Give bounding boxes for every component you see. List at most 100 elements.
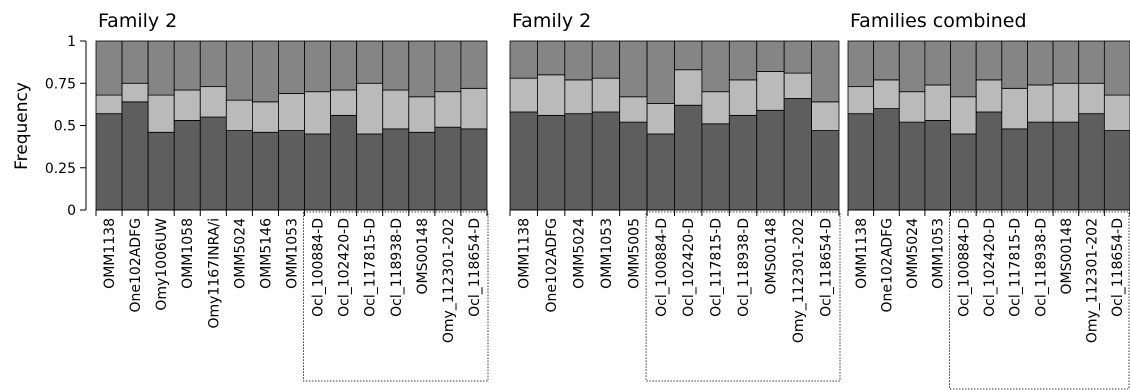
bar-segment-bottom — [783, 98, 812, 211]
bar-segment-middle — [898, 91, 926, 123]
bar-segment-middle — [1027, 84, 1054, 123]
category-label: Omy_112301-202 — [1085, 218, 1101, 343]
bar-segment-bottom — [173, 120, 201, 211]
category-label: Ocl_117815-D — [363, 218, 379, 317]
panel-3: Families combined OMM1138 One102ADFG OMM502… — [847, 10, 1130, 343]
category-label: OMM1138 — [854, 218, 870, 289]
bar-segment-middle — [95, 94, 123, 115]
bar-segment-middle — [811, 101, 840, 131]
bar-segment-bottom — [304, 133, 331, 211]
bar-segment-middle — [304, 91, 331, 135]
bar-segment-middle — [251, 101, 279, 133]
category-label: One102ADFG — [544, 218, 560, 313]
bar-segment-top — [356, 40, 384, 84]
bar-segment-bottom — [382, 128, 410, 211]
bar-segment-bottom — [1001, 128, 1028, 211]
bar-segment-bottom — [619, 121, 648, 211]
bar-segment-bottom — [728, 114, 758, 211]
category-label: OMM5146 — [258, 218, 274, 289]
category-label: Omy_112301-202 — [441, 218, 457, 343]
bar-segment-top — [701, 40, 730, 93]
bar-segment-top — [251, 40, 279, 103]
panel-1: Family 2 OMM1138 One102ADFG Omy1006UW OMM105… — [95, 10, 488, 343]
bar-segment-bottom — [121, 101, 149, 211]
bar-segment-bottom — [1027, 121, 1054, 211]
chart-panels: Family 2 OMM1138 One102ADFG Omy1006UW OMM105… — [95, 10, 1130, 343]
bar-segment-bottom — [701, 123, 730, 211]
bar-segment-middle — [975, 79, 1003, 113]
bar-segment-middle — [924, 84, 951, 121]
bar-segment-top — [460, 40, 488, 89]
highlight-box — [645, 211, 841, 382]
bar-segment-middle — [460, 87, 488, 130]
y-tick-label: 0.75 — [45, 76, 76, 92]
category-label: OMM1053 — [285, 218, 301, 289]
bar-segment-middle — [225, 99, 253, 131]
category-label: OMM1138 — [102, 218, 118, 289]
bar-segment-middle — [619, 96, 648, 123]
bar-segment-top — [811, 40, 840, 103]
bar-segment-bottom — [847, 113, 875, 211]
category-label: OMM5024 — [905, 218, 921, 289]
category-label: OMS00148 — [763, 218, 779, 295]
y-tick-label: 1 — [67, 34, 76, 50]
category-label: Ocl_102420-D — [681, 218, 697, 317]
bar-segment-top — [591, 40, 621, 79]
bar-segment-middle — [173, 89, 201, 121]
category-label: Ocl_117815-D — [1008, 218, 1024, 317]
bar-segment-middle — [950, 96, 977, 135]
y-tick-label: 0 — [67, 203, 76, 219]
y-tick-label: 0.25 — [45, 161, 76, 177]
bar-segment-middle — [278, 92, 305, 131]
panel-title: Families combined — [850, 10, 1027, 32]
bar-segment-bottom — [147, 131, 175, 211]
bar-segment-top — [1052, 40, 1080, 84]
bar-segment-top — [728, 40, 758, 81]
bar-segment-bottom — [756, 109, 785, 211]
bar-segment-middle — [564, 79, 593, 115]
bar-segment-middle — [356, 82, 384, 135]
bar-segment-top — [173, 40, 201, 91]
category-label: OMM1058 — [180, 218, 196, 289]
bar-segment-middle — [756, 71, 785, 111]
bar-segment-bottom — [509, 111, 538, 211]
bar-segment-bottom — [1103, 130, 1130, 211]
bar-segment-top — [1027, 40, 1054, 86]
bar-segment-top — [1103, 40, 1130, 96]
category-label: Omy1006UW — [154, 218, 170, 311]
category-label: OMM5005 — [626, 218, 642, 289]
bar-segment-middle — [382, 89, 410, 130]
bar-segment-top — [199, 40, 227, 88]
category-label: Ocl_118654-D — [467, 218, 483, 317]
bar-segment-top — [924, 40, 951, 86]
bar-segment-top — [646, 40, 675, 104]
bar-segment-middle — [701, 91, 730, 125]
bar-segment-bottom — [356, 133, 384, 211]
bar-segment-top — [434, 40, 462, 93]
bar-segment-middle — [1001, 87, 1028, 130]
bar-segment-top — [537, 40, 566, 76]
bar-segment-bottom — [199, 116, 227, 211]
category-label: One102ADFG — [879, 218, 895, 313]
category-label: Ocl_100884-D — [956, 218, 972, 317]
bar-segment-bottom — [278, 130, 305, 211]
bar-segment-bottom — [564, 113, 593, 211]
bar-segment-middle — [847, 86, 875, 115]
bar-segment-bottom — [225, 130, 253, 211]
bar-segment-top — [330, 40, 358, 91]
highlight-box — [303, 211, 489, 382]
bar-segment-top — [304, 40, 331, 93]
bar-segment-top — [950, 40, 977, 98]
bar-segment-bottom — [950, 133, 977, 211]
y-tick-label: 0.5 — [54, 119, 76, 135]
bar-segment-top — [1001, 40, 1028, 89]
bar-segment-bottom — [975, 111, 1003, 211]
bar-segment-bottom — [873, 108, 900, 211]
bar-segment-top — [382, 40, 410, 91]
bar-segment-top — [95, 40, 123, 96]
bar-segment-bottom — [1052, 121, 1080, 211]
bar-segment-middle — [591, 77, 621, 113]
panel-2: Family 2 OMM1138 One102ADFG OMM5024 OMM1053 O… — [509, 10, 840, 343]
bar-segment-bottom — [674, 104, 703, 211]
